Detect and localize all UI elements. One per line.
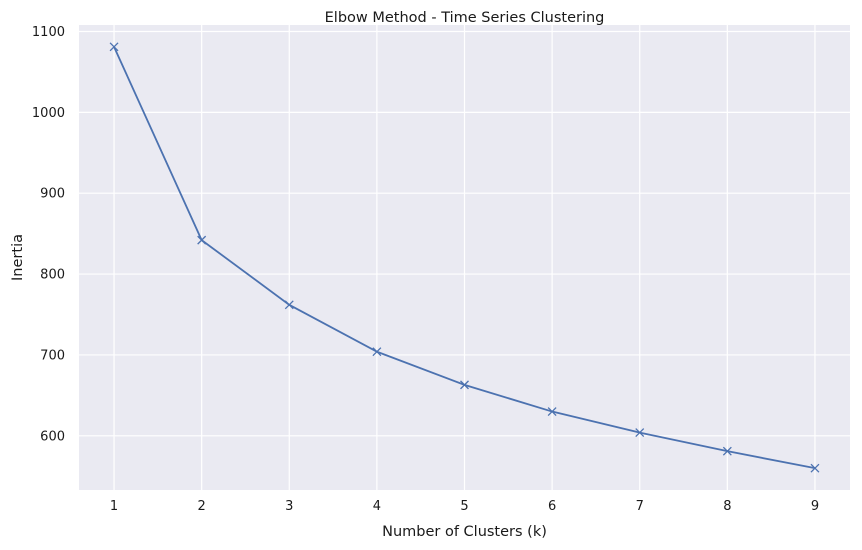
x-marker-stroke <box>722 446 732 456</box>
x-marker-stroke <box>197 235 207 245</box>
data-point <box>635 428 645 438</box>
data-point <box>197 235 207 245</box>
y-tick-label: 900 <box>40 187 65 202</box>
data-point <box>810 463 820 473</box>
x-marker-stroke <box>810 463 820 473</box>
x-tick-label: 4 <box>373 499 381 514</box>
x-marker-stroke <box>635 428 645 438</box>
data-point <box>284 300 294 310</box>
series-layer <box>109 42 820 473</box>
x-marker-stroke <box>372 347 382 357</box>
x-marker-stroke <box>109 42 119 52</box>
y-tick-label: 1100 <box>32 25 65 40</box>
y-tick-label: 800 <box>40 268 65 283</box>
data-point <box>722 446 732 456</box>
x-tick-label: 1 <box>110 499 118 514</box>
data-point <box>372 347 382 357</box>
y-tick-label: 700 <box>40 348 65 363</box>
x-tick-label: 7 <box>636 499 644 514</box>
data-point <box>109 42 119 52</box>
grid-lines <box>79 25 850 490</box>
y-tick-label: 1000 <box>32 106 65 121</box>
x-marker-stroke <box>460 380 469 390</box>
x-tick-label: 2 <box>198 499 206 514</box>
chart-title: Elbow Method - Time Series Clustering <box>325 10 605 26</box>
x-tick-label: 8 <box>723 499 731 514</box>
x-tick-label: 5 <box>460 499 468 514</box>
y-axis-label: Inertia <box>10 234 26 281</box>
x-marker-stroke <box>547 407 557 417</box>
y-tick-label: 600 <box>40 429 65 444</box>
data-point <box>460 380 469 390</box>
tick-labels: 1 2 3 4 5 6 7 8 9 600 700 800 900 1000 1100 <box>32 25 819 514</box>
x-tick-label: 3 <box>285 499 293 514</box>
x-marker-stroke <box>284 300 294 310</box>
x-tick-label: 6 <box>548 499 556 514</box>
x-tick-label: 9 <box>811 499 819 514</box>
x-axis-label: Number of Clusters (k) <box>382 524 547 540</box>
data-point <box>547 407 557 417</box>
